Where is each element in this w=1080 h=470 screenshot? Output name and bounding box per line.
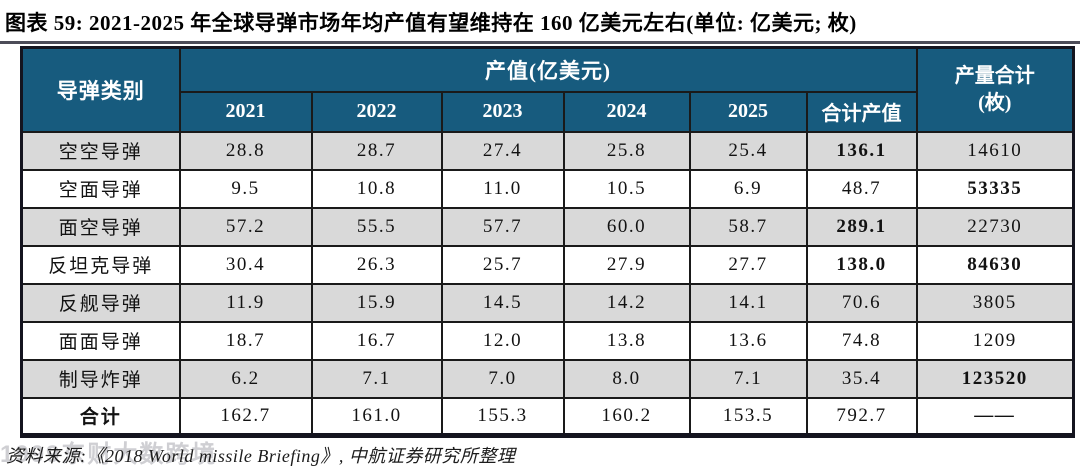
table-cell: 162.7 [178, 396, 313, 437]
column-header-2021: 2021 [178, 90, 313, 133]
table-cell: 26.3 [310, 244, 443, 285]
table-cell: 27.7 [688, 244, 808, 285]
table-cell: 7.1 [688, 358, 808, 399]
table-cell: 55.5 [310, 206, 443, 247]
qty-header-line2: (枚) [978, 91, 1012, 114]
column-header-total-quantity: 产量合计 (枚) [915, 46, 1075, 133]
table-cell: 14.1 [688, 282, 808, 323]
table-row-surface-to-surface: 面面导弹 18.7 16.7 12.0 13.8 13.6 74.8 1209 [20, 320, 1075, 361]
column-header-category: 导弹类别 [20, 46, 181, 133]
table-header: 导弹类别 产值(亿美元) 产量合计 (枚) 2021 2022 2023 202… [20, 46, 1075, 133]
row-label: 空空导弹 [20, 130, 181, 171]
table-cell: 6.2 [178, 358, 313, 399]
total-value-cell: 138.0 [805, 244, 918, 285]
table-cell: 60.0 [562, 206, 691, 247]
table-cell: 160.2 [562, 396, 691, 437]
column-header-2022: 2022 [310, 90, 443, 133]
table-cell: 28.8 [178, 130, 313, 171]
table-cell: 153.5 [688, 396, 808, 437]
header-row-group: 导弹类别 产值(亿美元) 产量合计 (枚) [20, 46, 1075, 133]
table-row-anti-ship: 反舰导弹 11.9 15.9 14.5 14.2 14.1 70.6 3805 [20, 282, 1075, 323]
column-header-2024: 2024 [562, 90, 691, 133]
total-value-cell: 70.6 [805, 282, 918, 323]
table-cell: 7.0 [440, 358, 565, 399]
quantity-cell: 1209 [915, 320, 1075, 361]
row-label: 反舰导弹 [20, 282, 181, 323]
figure-title: 图表 59: 2021-2025 年全球导弹市场年均产值有望维持在 160 亿美… [5, 11, 857, 35]
table-cell: 25.7 [440, 244, 565, 285]
quantity-cell: 14610 [915, 130, 1075, 171]
table-cell: 13.6 [688, 320, 808, 361]
table-cell: 8.0 [562, 358, 691, 399]
quantity-cell: 53335 [915, 168, 1075, 209]
column-header-2025: 2025 [688, 90, 808, 133]
row-label: 反坦克导弹 [20, 244, 181, 285]
total-value-cell: 289.1 [805, 206, 918, 247]
row-label: 合计 [20, 396, 181, 437]
row-label: 面面导弹 [20, 320, 181, 361]
quantity-cell: 22730 [915, 206, 1075, 247]
title-separator-rule [0, 41, 1080, 44]
table-row-surface-to-air: 面空导弹 57.2 55.5 57.7 60.0 58.7 289.1 2273… [20, 206, 1075, 247]
column-header-value-group: 产值(亿美元) [178, 46, 918, 93]
quantity-cell-empty-dash: —— [915, 396, 1075, 437]
table-cell: 18.7 [178, 320, 313, 361]
table-cell: 11.0 [440, 168, 565, 209]
table-cell: 13.8 [562, 320, 691, 361]
table-cell: 25.4 [688, 130, 808, 171]
table-cell: 28.7 [310, 130, 443, 171]
table-cell: 14.2 [562, 282, 691, 323]
column-header-2023: 2023 [440, 90, 565, 133]
data-source-note: 资料来源:《2018 World missile Briefing》, 中航证券… [6, 446, 516, 466]
table-cell: 14.5 [440, 282, 565, 323]
table-cell: 30.4 [178, 244, 313, 285]
row-label: 面空导弹 [20, 206, 181, 247]
table-cell: 25.8 [562, 130, 691, 171]
column-header-total-value: 合计产值 [805, 90, 918, 133]
table-cell: 10.8 [310, 168, 443, 209]
table-cell: 7.1 [310, 358, 443, 399]
table-cell: 16.7 [310, 320, 443, 361]
row-label: 空面导弹 [20, 168, 181, 209]
total-value-cell: 136.1 [805, 130, 918, 171]
table-cell: 57.7 [440, 206, 565, 247]
table-cell: 57.2 [178, 206, 313, 247]
table-row-anti-tank: 反坦克导弹 30.4 26.3 25.7 27.9 27.7 138.0 846… [20, 244, 1075, 285]
total-value-cell: 48.7 [805, 168, 918, 209]
quantity-cell: 3805 [915, 282, 1075, 323]
table-row-air-to-surface: 空面导弹 9.5 10.8 11.0 10.5 6.9 48.7 53335 [20, 168, 1075, 209]
table-cell: 9.5 [178, 168, 313, 209]
table-cell: 155.3 [440, 396, 565, 437]
table-body: 空空导弹 28.8 28.7 27.4 25.8 25.4 136.1 1461… [20, 130, 1075, 437]
table-row-guided-bomb: 制导炸弹 6.2 7.1 7.0 8.0 7.1 35.4 123520 [20, 358, 1075, 399]
missile-market-table: 导弹类别 产值(亿美元) 产量合计 (枚) 2021 2022 2023 202… [20, 46, 1076, 438]
table-cell: 10.5 [562, 168, 691, 209]
total-value-cell: 74.8 [805, 320, 918, 361]
total-value-cell: 35.4 [805, 358, 918, 399]
table-cell: 6.9 [688, 168, 808, 209]
table-cell: 58.7 [688, 206, 808, 247]
table-cell: 27.9 [562, 244, 691, 285]
quantity-cell: 84630 [915, 244, 1075, 285]
row-label: 制导炸弹 [20, 358, 181, 399]
qty-header-line1: 产量合计 [954, 64, 1035, 87]
header-row-years: 2021 2022 2023 2024 2025 合计产值 [22, 90, 1074, 133]
total-value-cell: 792.7 [805, 396, 918, 437]
table-cell: 27.4 [440, 130, 565, 171]
table-row-grand-total: 合计 162.7 161.0 155.3 160.2 153.5 792.7 —… [20, 396, 1075, 437]
table-row-air-to-air: 空空导弹 28.8 28.7 27.4 25.8 25.4 136.1 1461… [20, 130, 1075, 171]
table-cell: 161.0 [310, 396, 443, 437]
table-cell: 11.9 [178, 282, 313, 323]
table-cell: 12.0 [440, 320, 565, 361]
quantity-cell: 123520 [915, 358, 1075, 399]
table-cell: 15.9 [310, 282, 443, 323]
